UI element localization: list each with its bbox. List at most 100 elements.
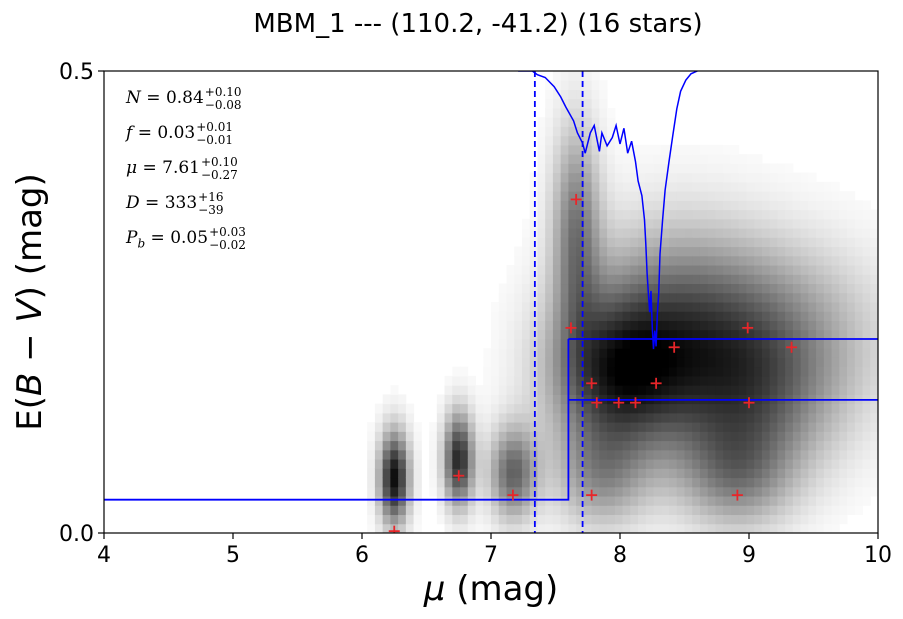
heatmap-cell [839, 265, 848, 275]
heatmap-cell [367, 468, 376, 479]
heatmap-cell [645, 403, 655, 414]
heatmap-cell [816, 514, 825, 525]
heatmap-cell [707, 505, 716, 516]
heatmap-cell [676, 412, 685, 423]
heatmap-cell [552, 237, 562, 248]
heatmap-cell [653, 265, 662, 275]
heatmap-cell [707, 440, 716, 451]
heatmap-cell [599, 468, 608, 479]
heatmap-cell [552, 459, 562, 469]
heatmap-cell [661, 505, 670, 516]
heatmap-cell [583, 292, 593, 303]
heatmap-cell [738, 468, 747, 479]
heatmap-cell [715, 431, 724, 442]
heatmap-cell [839, 329, 848, 340]
star-marker [650, 377, 662, 389]
heatmap-cell [498, 496, 507, 506]
heatmap-cell [622, 292, 631, 303]
heatmap-cell [684, 302, 693, 312]
heatmap-cell [800, 311, 809, 321]
heatmap-cell [730, 477, 740, 488]
heatmap-cell [699, 181, 709, 192]
heatmap-cell [707, 144, 716, 155]
heatmap-cell [692, 385, 701, 395]
heatmap-cell [622, 283, 631, 294]
heatmap-cell [591, 71, 600, 81]
heatmap-cell [529, 265, 538, 275]
heatmap-cell [475, 403, 484, 414]
heatmap-cell [831, 265, 840, 275]
heatmap-cell [521, 283, 531, 294]
heatmap-cell [390, 459, 399, 469]
heatmap-cell [552, 292, 562, 303]
heatmap-cell [653, 144, 662, 155]
heatmap-cell [854, 459, 864, 469]
heatmap-cell [576, 274, 585, 285]
heatmap-cell [808, 468, 817, 479]
heatmap-cell [699, 375, 709, 386]
heatmap-cell [622, 431, 631, 442]
heatmap-cell [723, 228, 732, 238]
heatmap-cell [785, 329, 794, 340]
heatmap-cell [506, 459, 515, 469]
heatmap-cell [444, 468, 453, 479]
heatmap-cell [607, 449, 616, 460]
heatmap-cell [645, 440, 655, 451]
heatmap-cell [816, 385, 825, 395]
heatmap-cell [661, 412, 670, 423]
heatmap-cell [839, 218, 848, 229]
heatmap-cell [576, 237, 585, 248]
heatmap-cell [576, 440, 585, 451]
heatmap-cell [792, 459, 802, 469]
y-axis-ticks: 0.00.5 [59, 60, 104, 547]
heatmap-cell [800, 357, 809, 368]
heatmap-cell [738, 449, 747, 460]
heatmap-cell [653, 514, 662, 525]
heatmap-cell [769, 514, 778, 525]
heatmap-cell [831, 292, 840, 303]
heatmap-cell [653, 274, 662, 285]
heatmap-cell [653, 468, 662, 479]
heatmap-cell [754, 329, 763, 340]
heatmap-cell [645, 459, 655, 469]
heatmap-cell [467, 449, 477, 460]
heatmap-cell [831, 311, 840, 321]
heatmap-cell [792, 181, 802, 192]
y-axis-label-symbol: B − V [10, 297, 50, 396]
heatmap-cell [506, 329, 515, 340]
heatmap-cell [854, 283, 864, 294]
heatmap-cell [552, 311, 562, 321]
heatmap-cell [576, 311, 585, 321]
heatmap-cell [692, 218, 701, 229]
heatmap-cell [754, 523, 763, 533]
heatmap-cell [792, 302, 802, 312]
heatmap-cell [638, 486, 647, 497]
heatmap-cell [576, 338, 585, 349]
heatmap-cell [537, 329, 546, 340]
heatmap-cell [847, 302, 856, 312]
heatmap-cell [800, 209, 809, 220]
heatmap-cell [576, 403, 585, 414]
heatmap-cell [560, 302, 569, 312]
heatmap-cell [514, 274, 523, 285]
heatmap-cell [808, 496, 817, 506]
heatmap-cell [622, 468, 631, 479]
heatmap-cell [583, 154, 593, 164]
heatmap-cell [483, 403, 492, 414]
heatmap-cell [521, 357, 531, 368]
heatmap-cell [847, 403, 856, 414]
heatmap-cell [823, 302, 833, 312]
heatmap-cell [452, 375, 461, 386]
heatmap-cell [583, 348, 593, 358]
heatmap-cell [444, 403, 453, 414]
heatmap-cell [537, 338, 546, 349]
heatmap-cell [800, 385, 809, 395]
heatmap-cell [676, 523, 685, 533]
heatmap-cell [467, 385, 477, 395]
heatmap-cell [761, 255, 771, 266]
heatmap-cell [870, 209, 878, 220]
heatmap-cell [429, 422, 438, 432]
heatmap-cell [599, 172, 608, 183]
heatmap-cell [560, 172, 569, 183]
heatmap-cell [568, 440, 577, 451]
